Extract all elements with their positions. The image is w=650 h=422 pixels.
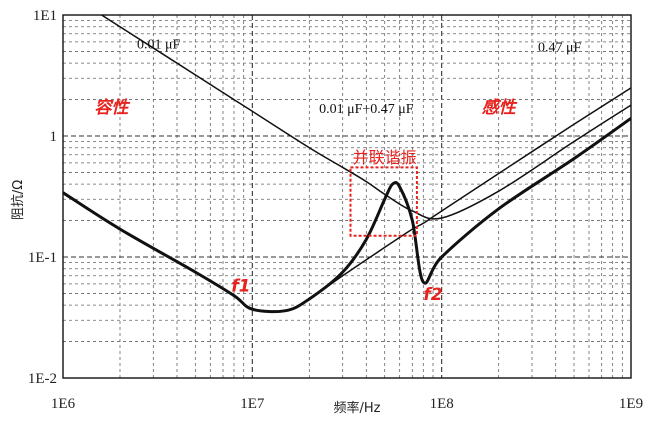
y-tick-label: 1E1 bbox=[33, 8, 57, 24]
parallel-resonance-box bbox=[349, 166, 418, 237]
annotation: f1 bbox=[231, 276, 250, 296]
x-tick-label: 1E6 bbox=[51, 396, 76, 412]
series-layer bbox=[63, 15, 631, 314]
y-axis-label: 阻抗/Ω bbox=[11, 180, 26, 220]
grid bbox=[63, 15, 631, 378]
x-tick-label: 1E8 bbox=[430, 396, 454, 412]
annotation: 0.01 μF bbox=[137, 37, 181, 52]
plot-frame bbox=[62, 14, 632, 379]
series-line-2 bbox=[63, 117, 631, 314]
y-tick-label: 1E-1 bbox=[28, 250, 57, 266]
x-tick-label: 1E9 bbox=[619, 396, 643, 412]
annotation: 容性 bbox=[94, 98, 130, 118]
y-tick-label: 1E-2 bbox=[28, 371, 57, 387]
y-tick-label: 1 bbox=[50, 129, 58, 145]
series-line-1 bbox=[63, 87, 631, 313]
annotation: 0.47 μF bbox=[538, 40, 582, 55]
annotation: 感性 bbox=[482, 98, 518, 118]
x-tick-label: 1E7 bbox=[240, 396, 265, 412]
series-line-0 bbox=[100, 15, 631, 220]
annotation: f2 bbox=[423, 285, 442, 305]
annotation: 0.01 μF+0.47 μF bbox=[319, 102, 414, 117]
x-axis-label: 频率/Hz bbox=[334, 400, 381, 416]
tick-labels: 1E6 1E7 1E8 1E9 1E-2 1E-1 1 1E1 bbox=[28, 8, 643, 412]
annotation: 并联谐振 bbox=[353, 148, 417, 167]
